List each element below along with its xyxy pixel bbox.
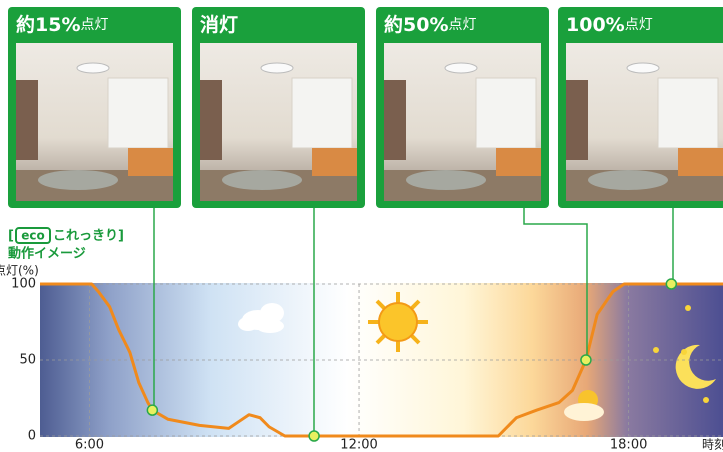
y-tick-label: 0 (28, 429, 36, 444)
panel-label: 100%点灯 (566, 14, 653, 36)
panel: 約15%点灯 (8, 7, 181, 208)
subtitle: 動作イメージ (8, 246, 86, 262)
panel-label-main: 約50% (384, 13, 448, 36)
photo-window (292, 78, 352, 148)
panel-label-sub: 点灯 (80, 17, 108, 33)
photo-rug (406, 170, 486, 190)
photo-wall (566, 80, 588, 160)
panel-label: 消灯 (200, 13, 238, 36)
photo-wall (16, 80, 38, 160)
photo-sofa (128, 148, 173, 176)
photo-rug (222, 170, 302, 190)
panel-label-sub: 点灯 (625, 17, 653, 33)
photo-sofa (678, 148, 723, 176)
highlight-point (309, 431, 319, 441)
photo-lamp (627, 63, 659, 73)
photo-sofa (312, 148, 357, 176)
x-label: 時刻 (702, 438, 723, 452)
photo-rug (38, 170, 118, 190)
y-tick-label: 50 (19, 353, 36, 368)
photo-window (476, 78, 536, 148)
panel-label-sub: 点灯 (448, 17, 476, 33)
highlight-point (666, 279, 676, 289)
photo-wall (384, 80, 406, 160)
panel: 約50%点灯 (376, 7, 549, 208)
highlight-point (581, 355, 591, 365)
photo-rug (588, 170, 668, 190)
x-tick-label: 6:00 (75, 438, 104, 452)
title-text: これっきり] (53, 229, 124, 244)
photo-window (108, 78, 168, 148)
panel: 100%点灯 (558, 7, 723, 208)
title-open: [ (8, 229, 14, 244)
panel-label-main: 消灯 (200, 13, 238, 36)
photo-lamp (261, 63, 293, 73)
panel-label-main: 100% (566, 14, 625, 36)
photo-window (658, 78, 718, 148)
photo-lamp (445, 63, 477, 73)
y-tick-label: 100 (11, 277, 36, 292)
x-tick-label: 18:00 (610, 438, 647, 452)
chart: 約15%点灯消灯約50%点灯100%点灯 [ eco これっきり] 動作イメージ… (0, 0, 723, 452)
photo-sofa (496, 148, 541, 176)
x-tick-label: 12:00 (340, 438, 377, 452)
title-badge: eco (21, 229, 45, 243)
panel: 消灯 (192, 7, 365, 208)
panel-label-main: 約15% (16, 13, 80, 36)
photo-lamp (77, 63, 109, 73)
highlight-point (147, 405, 157, 415)
y-label: 点灯(%) (0, 264, 39, 278)
photo-wall (200, 80, 222, 160)
